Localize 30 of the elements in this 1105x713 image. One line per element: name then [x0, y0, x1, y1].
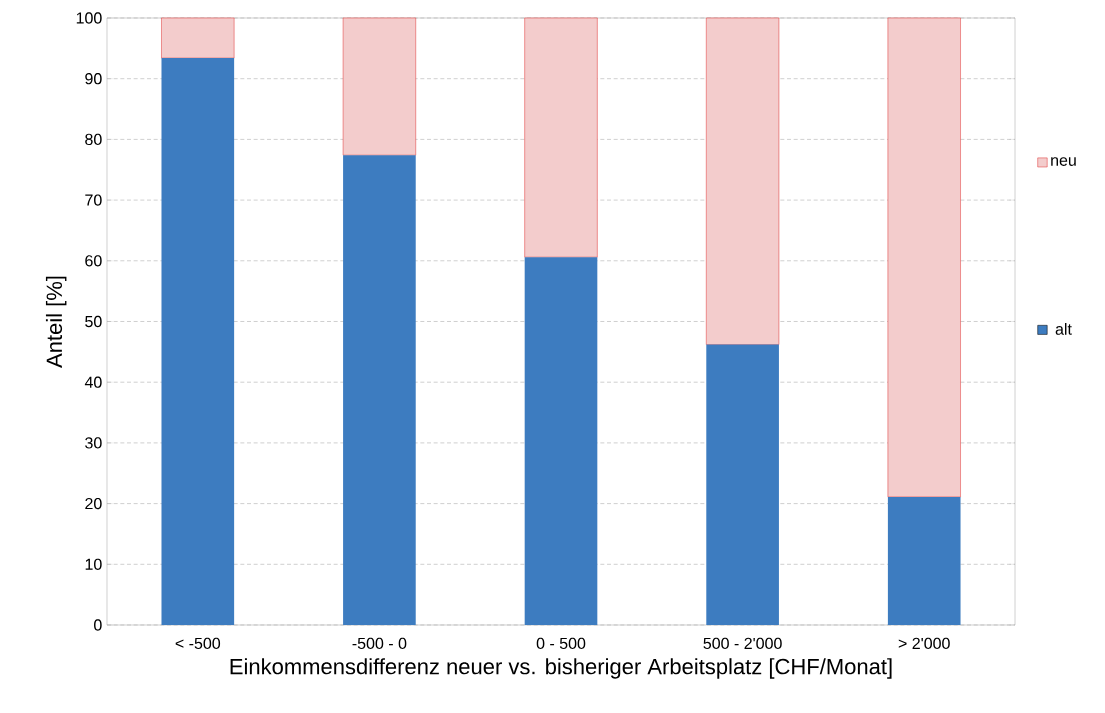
bar — [161, 58, 235, 625]
bar — [161, 17, 235, 59]
y-tick-label: 60 — [85, 255, 102, 267]
bar — [524, 257, 598, 625]
x-axis-title: Einkommensdifferenz neuer vs. bisheriger Arbeitsplatz [CHF/Monat] — [230, 658, 892, 679]
y-tick-label: 50 — [85, 315, 102, 328]
y-tick-label: 10 — [85, 558, 102, 570]
y-tick-label: 80 — [85, 133, 102, 146]
y-tick-label: 20 — [85, 497, 102, 510]
bar — [342, 17, 416, 156]
y-tick-label: 40 — [84, 376, 102, 388]
bar — [706, 17, 780, 345]
x-tick-label: < -500 — [175, 637, 221, 650]
y-axis-title: Anteil [%] — [45, 276, 67, 368]
x-tick-label: 0 - 500 — [536, 637, 586, 650]
bar — [343, 155, 416, 625]
x-tick-label: -500 - 0 — [352, 637, 407, 650]
y-tick-label: 70 — [85, 194, 102, 206]
y-tick-label: 90 — [85, 73, 102, 85]
x-tick-label: 500 - 2'000 — [703, 637, 782, 650]
legend-label: neu — [1051, 157, 1076, 166]
y-tick-label: 30 — [85, 437, 102, 449]
legend-label: alt — [1055, 323, 1072, 335]
bar — [524, 17, 598, 258]
x-tick-label: > 2'000 — [898, 637, 950, 650]
y-tick-label: 100 — [76, 12, 102, 24]
bar — [887, 17, 961, 498]
bar — [887, 496, 961, 625]
bar — [706, 344, 779, 625]
y-tick-label: 0 — [94, 619, 102, 631]
